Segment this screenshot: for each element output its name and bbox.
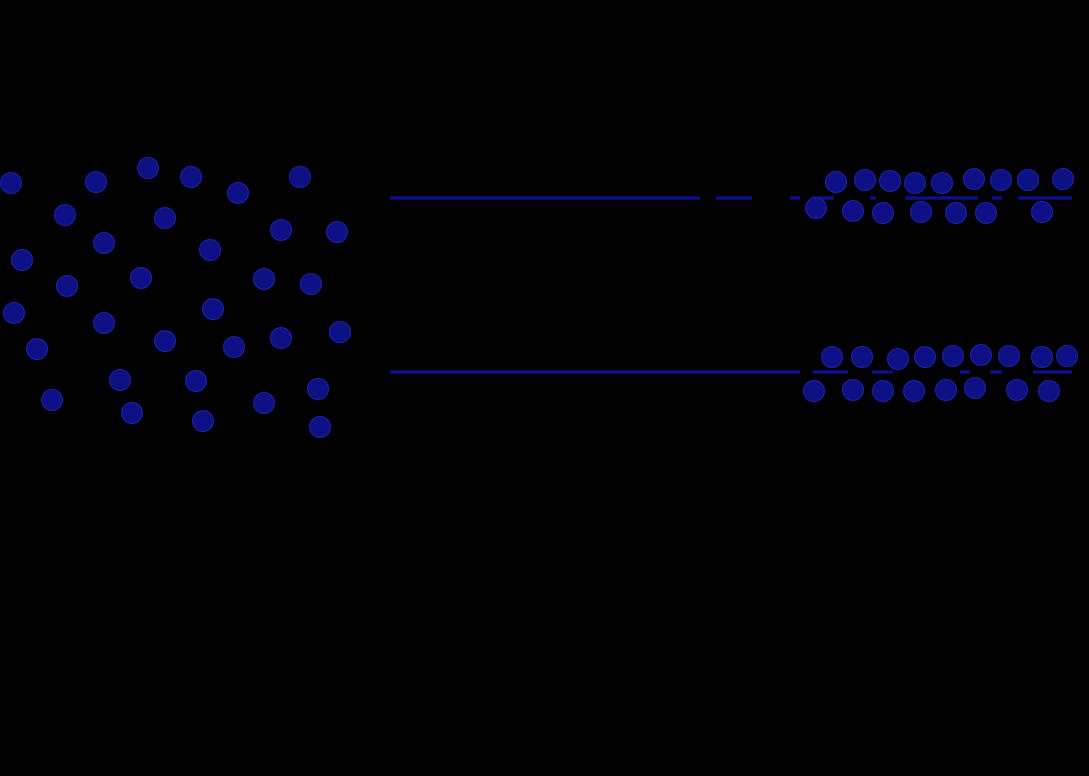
particle-channel-top-7 — [911, 202, 932, 223]
diagram-canvas — [0, 0, 1089, 776]
particle-scatter-12 — [138, 158, 159, 179]
particle-scatter-9 — [94, 313, 115, 334]
particle-channel-bottom-10 — [965, 378, 986, 399]
particle-channel-bottom-15 — [1039, 381, 1060, 402]
particle-channel-top-3 — [855, 170, 876, 191]
particle-channel-bottom-9 — [943, 346, 964, 367]
particle-channel-top-9 — [946, 203, 967, 224]
particle-scatter-30 — [310, 417, 331, 438]
particle-scatter-16 — [181, 167, 202, 188]
particle-channel-top-5 — [880, 171, 901, 192]
particle-channel-bottom-11 — [971, 345, 992, 366]
particle-channel-top-14 — [1032, 202, 1053, 223]
particle-scatter-23 — [254, 269, 275, 290]
particle-channel-bottom-0 — [804, 381, 825, 402]
particle-scatter-3 — [27, 339, 48, 360]
particle-scatter-18 — [193, 411, 214, 432]
particle-channel-top-2 — [843, 201, 864, 222]
particle-channel-bottom-12 — [999, 346, 1020, 367]
particle-channel-bottom-5 — [888, 349, 909, 370]
particle-channel-bottom-16 — [1057, 346, 1078, 367]
particle-scatter-25 — [271, 220, 292, 241]
particle-scatter-28 — [301, 274, 322, 295]
particle-channel-bottom-8 — [936, 380, 957, 401]
particle-scatter-5 — [55, 205, 76, 226]
particle-channel-bottom-3 — [852, 347, 873, 368]
particle-scatter-0 — [1, 173, 22, 194]
particle-channel-top-4 — [873, 203, 894, 224]
background-rect — [0, 0, 1089, 776]
particle-scatter-17 — [186, 371, 207, 392]
particle-channel-top-1 — [826, 172, 847, 193]
particle-channel-top-13 — [1018, 170, 1039, 191]
particle-scatter-11 — [122, 403, 143, 424]
particle-scatter-15 — [155, 331, 176, 352]
particle-scatter-2 — [4, 303, 25, 324]
particle-channel-top-10 — [964, 169, 985, 190]
particle-scatter-31 — [327, 222, 348, 243]
particle-scatter-14 — [155, 208, 176, 229]
particle-channel-top-6 — [905, 173, 926, 194]
particle-scatter-19 — [200, 240, 221, 261]
particle-channel-top-11 — [976, 203, 997, 224]
particle-scatter-27 — [290, 167, 311, 188]
particle-scatter-13 — [131, 268, 152, 289]
particle-scatter-24 — [254, 393, 275, 414]
particle-channel-bottom-1 — [822, 347, 843, 368]
particle-scatter-20 — [203, 299, 224, 320]
particle-channel-bottom-4 — [873, 381, 894, 402]
particle-scatter-26 — [271, 328, 292, 349]
particle-scatter-4 — [42, 390, 63, 411]
particle-channel-bottom-13 — [1007, 380, 1028, 401]
particle-channel-top-8 — [932, 173, 953, 194]
particle-channel-bottom-2 — [843, 380, 864, 401]
particle-channel-bottom-7 — [915, 347, 936, 368]
particle-scatter-1 — [12, 250, 33, 271]
particle-channel-top-12 — [991, 170, 1012, 191]
particle-scatter-8 — [94, 233, 115, 254]
particle-channel-top-15 — [1053, 169, 1074, 190]
particle-scatter-21 — [228, 183, 249, 204]
particle-channel-top-0 — [806, 198, 827, 219]
particle-scatter-7 — [86, 172, 107, 193]
particle-scatter-22 — [224, 337, 245, 358]
particle-scatter-6 — [57, 276, 78, 297]
particle-channel-bottom-14 — [1032, 347, 1053, 368]
particle-channel-bottom-6 — [904, 381, 925, 402]
particle-scatter-29 — [308, 379, 329, 400]
particle-scatter-32 — [330, 322, 351, 343]
particle-scatter-10 — [110, 370, 131, 391]
